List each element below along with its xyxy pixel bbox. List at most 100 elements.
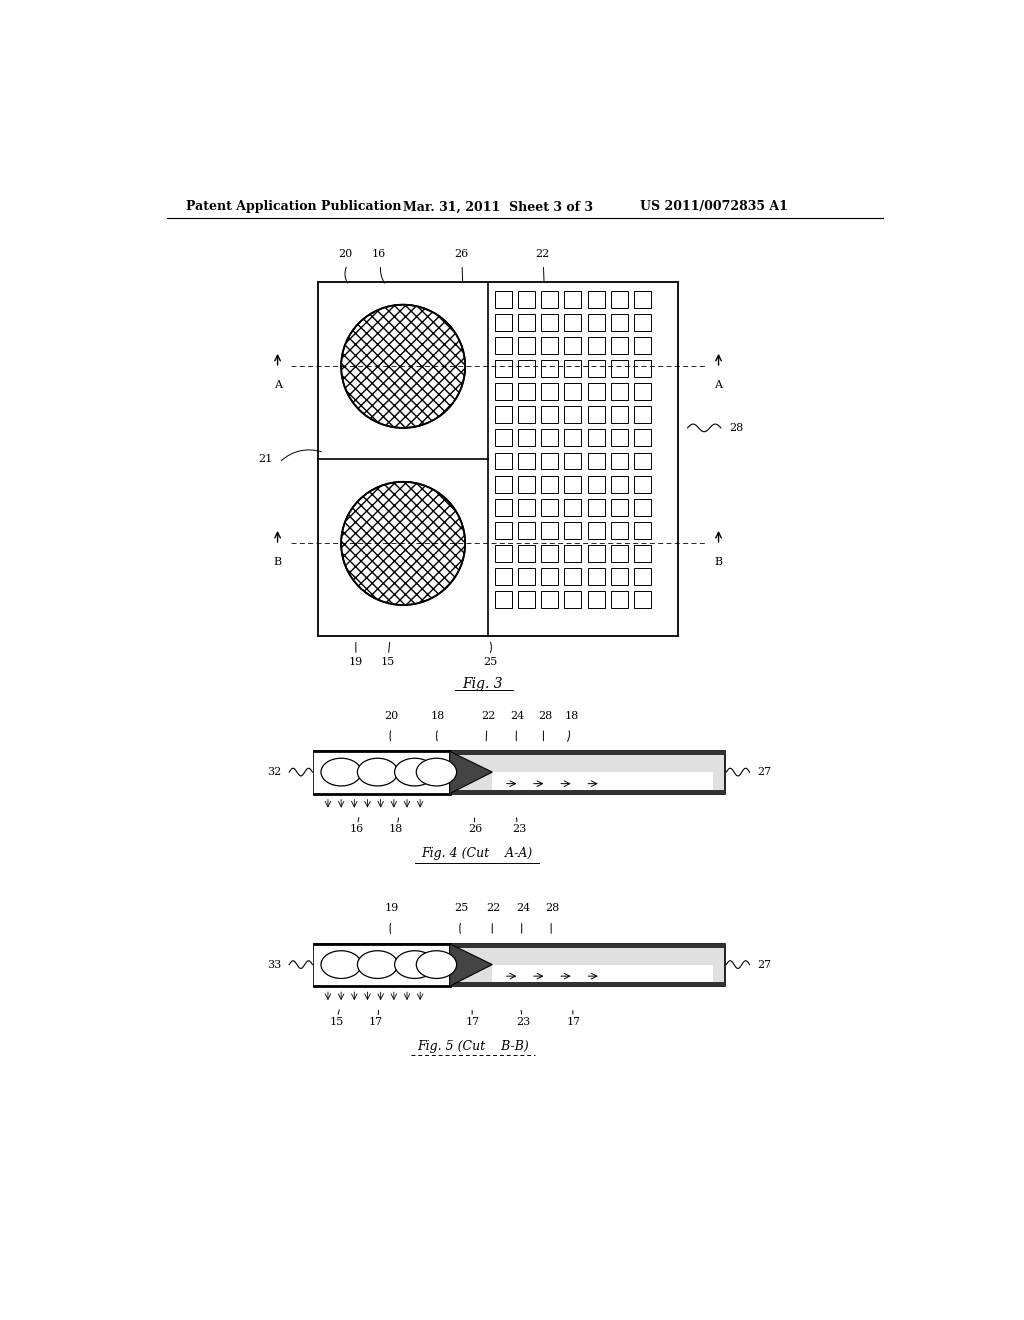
- Ellipse shape: [321, 758, 361, 785]
- Bar: [588, 290, 604, 308]
- Ellipse shape: [417, 758, 457, 785]
- Bar: [634, 568, 651, 585]
- Bar: [611, 290, 628, 308]
- Bar: [564, 521, 582, 539]
- Bar: [541, 407, 558, 424]
- Bar: [541, 591, 558, 609]
- Bar: [518, 453, 535, 470]
- Bar: [495, 290, 512, 308]
- Text: 16: 16: [349, 824, 364, 834]
- Bar: [564, 290, 582, 308]
- Bar: [495, 453, 512, 470]
- Ellipse shape: [341, 305, 465, 428]
- Bar: [564, 407, 582, 424]
- Bar: [541, 290, 558, 308]
- Text: 24: 24: [511, 711, 525, 721]
- Bar: [450, 944, 725, 948]
- Bar: [634, 290, 651, 308]
- Bar: [541, 383, 558, 400]
- Bar: [317, 281, 678, 636]
- Text: US 2011/0072835 A1: US 2011/0072835 A1: [640, 201, 787, 214]
- Bar: [611, 568, 628, 585]
- Text: 20: 20: [338, 249, 352, 259]
- Bar: [564, 383, 582, 400]
- Bar: [611, 337, 628, 354]
- Text: 32: 32: [267, 767, 282, 777]
- Text: 17: 17: [566, 1016, 581, 1027]
- Bar: [611, 453, 628, 470]
- Bar: [518, 521, 535, 539]
- Bar: [564, 360, 582, 378]
- Bar: [634, 314, 651, 331]
- Text: 23: 23: [512, 824, 526, 834]
- Bar: [611, 499, 628, 516]
- Bar: [518, 545, 535, 562]
- Bar: [314, 751, 725, 793]
- Bar: [518, 429, 535, 446]
- Bar: [564, 568, 582, 585]
- Bar: [611, 407, 628, 424]
- Bar: [564, 337, 582, 354]
- Text: 23: 23: [516, 1016, 530, 1027]
- Bar: [634, 407, 651, 424]
- Bar: [564, 314, 582, 331]
- Bar: [611, 314, 628, 331]
- Text: 28: 28: [538, 711, 552, 721]
- Bar: [314, 944, 450, 986]
- Text: 15: 15: [381, 657, 394, 667]
- Bar: [450, 751, 725, 755]
- Bar: [611, 475, 628, 492]
- Bar: [611, 545, 628, 562]
- Bar: [495, 407, 512, 424]
- Text: 26: 26: [454, 249, 468, 259]
- Text: A: A: [273, 380, 282, 389]
- Bar: [588, 337, 604, 354]
- Bar: [634, 591, 651, 609]
- Bar: [450, 982, 725, 986]
- Ellipse shape: [394, 758, 435, 785]
- Text: 28: 28: [729, 422, 743, 433]
- Bar: [611, 591, 628, 609]
- Bar: [495, 360, 512, 378]
- Bar: [541, 568, 558, 585]
- Text: B: B: [273, 557, 282, 566]
- Text: 28: 28: [546, 903, 560, 913]
- Ellipse shape: [321, 950, 361, 978]
- Text: B: B: [715, 557, 723, 566]
- Bar: [634, 337, 651, 354]
- Bar: [564, 453, 582, 470]
- Bar: [541, 499, 558, 516]
- Text: Fig. 4 (Cut    A-A): Fig. 4 (Cut A-A): [421, 847, 532, 861]
- Bar: [493, 965, 713, 982]
- Text: 33: 33: [267, 960, 282, 970]
- Bar: [495, 314, 512, 331]
- Bar: [541, 360, 558, 378]
- Bar: [634, 545, 651, 562]
- Bar: [588, 453, 604, 470]
- Text: 18: 18: [564, 711, 579, 721]
- Bar: [518, 475, 535, 492]
- Bar: [495, 475, 512, 492]
- Text: 21: 21: [258, 454, 272, 463]
- Text: 20: 20: [384, 711, 398, 721]
- Bar: [588, 568, 604, 585]
- Bar: [634, 521, 651, 539]
- Text: 19: 19: [349, 657, 362, 667]
- Ellipse shape: [417, 950, 457, 978]
- Bar: [518, 591, 535, 609]
- Bar: [541, 545, 558, 562]
- Bar: [493, 772, 713, 789]
- Bar: [564, 429, 582, 446]
- Bar: [634, 360, 651, 378]
- Bar: [588, 314, 604, 331]
- Bar: [634, 383, 651, 400]
- Bar: [634, 475, 651, 492]
- Text: 19: 19: [384, 903, 398, 913]
- Bar: [611, 521, 628, 539]
- Bar: [541, 453, 558, 470]
- Bar: [518, 337, 535, 354]
- Bar: [564, 499, 582, 516]
- Bar: [588, 591, 604, 609]
- Text: 24: 24: [516, 903, 530, 913]
- Bar: [564, 591, 582, 609]
